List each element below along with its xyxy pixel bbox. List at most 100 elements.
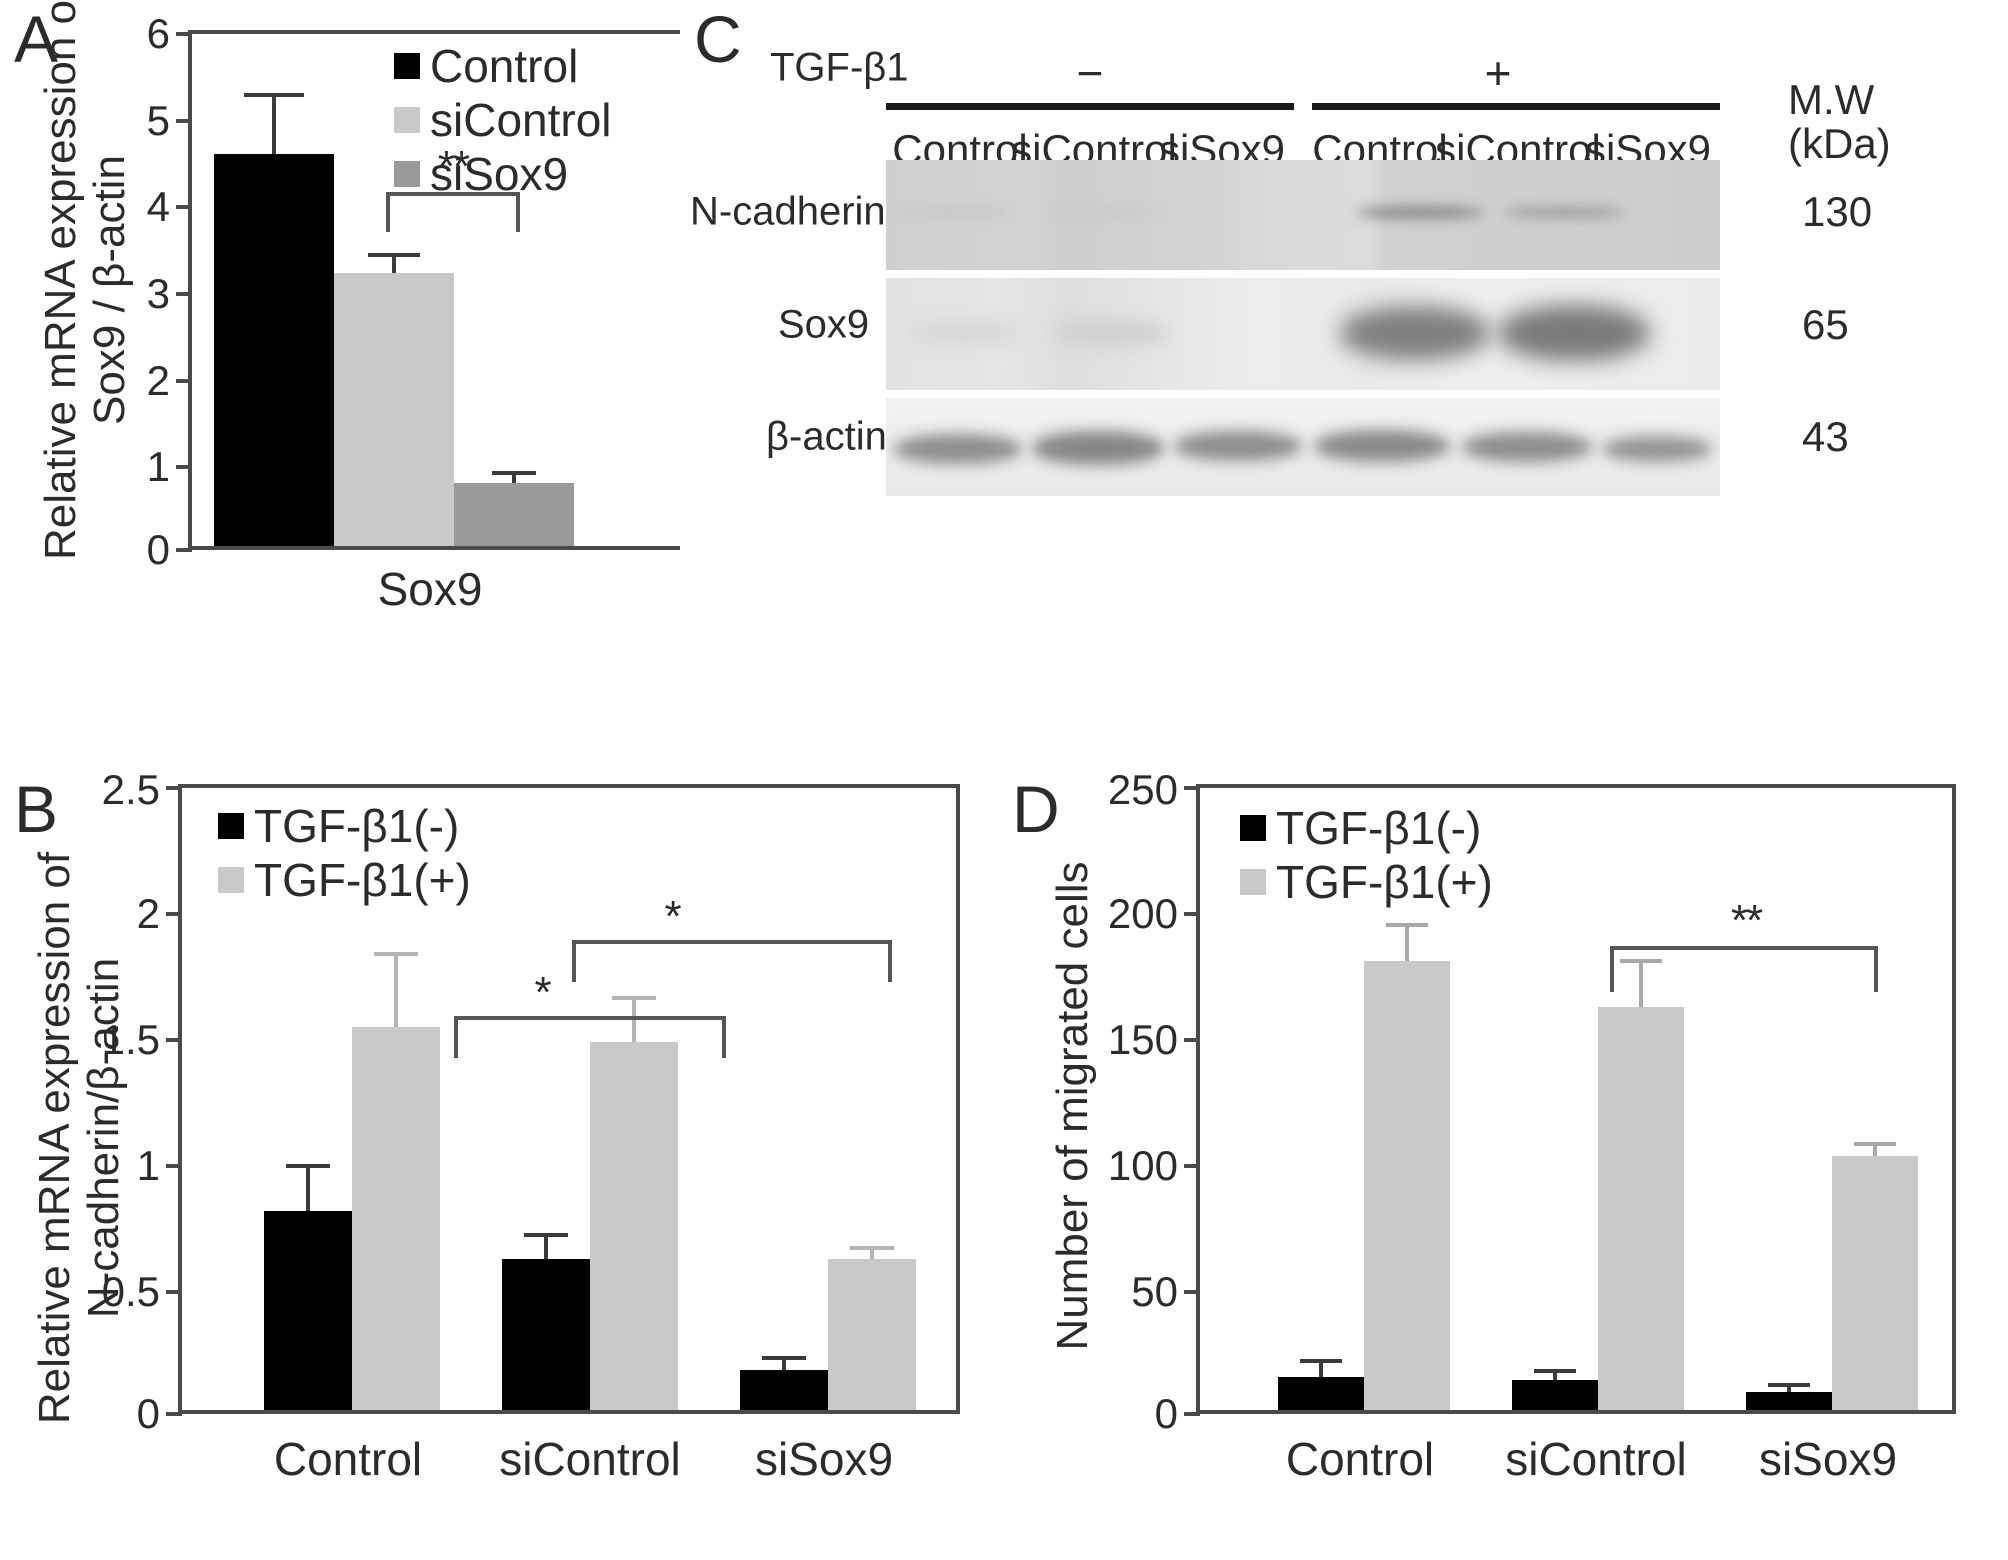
panel-b-errorbar-control-tgf-minus (306, 1166, 310, 1211)
panel-c-group-rule-plus (1312, 103, 1720, 110)
panel-b-significance-bracket-upper (572, 940, 892, 982)
panel-b-y-axis-label-line1: Relative mRNA expression of (30, 851, 79, 1425)
blot-band-sox9-lane5 (1498, 305, 1650, 361)
panel-a-errorbar-sicontrol (392, 255, 396, 273)
panel-a-ytick-0 (176, 548, 192, 552)
panel-d-errorcap-sicontrol-tgf-minus (1534, 1369, 1576, 1373)
panel-d-ytick-label-200: 200 (1107, 890, 1178, 937)
panel-d-significance-mark: ** (1730, 896, 1763, 945)
panel-d-legend-label-tgf-plus: TGF-β1(+) (1276, 856, 1493, 908)
panel-a-legend-label-sisox9: siSox9 (430, 148, 569, 200)
panel-d-bar-sicontrol-tgf-plus (1598, 1007, 1684, 1410)
panel-b-errorcap-sisox9-tgf-minus (762, 1356, 806, 1360)
legend-swatch-icon (394, 53, 420, 79)
panel-b-ytick-label-0: 0 (136, 1390, 160, 1437)
panel-d-errorcap-sisox9-tgf-plus (1854, 1142, 1896, 1146)
panel-d-bar-control-tgf-plus (1364, 961, 1450, 1410)
panel-a-ytick-4 (176, 205, 192, 209)
panel-a-plot-area: 6 5 4 3 2 1 0 ** (147, 10, 680, 573)
panel-c-protein-label-sox9: Sox9 (778, 302, 870, 347)
panel-b-bar-control-tgf-plus (352, 1027, 440, 1410)
legend-swatch-icon (218, 813, 244, 839)
panel-d-errorbar-control-tgf-plus (1405, 925, 1409, 961)
panel-d-bar-control-tgf-minus (1278, 1377, 1364, 1410)
panel-d-ytick-label-50: 50 (1131, 1268, 1178, 1315)
panel-b-bar-sisox9-tgf-minus (740, 1370, 828, 1410)
panel-b-errorbar-sisox9-tgf-plus (870, 1248, 874, 1259)
blot-band-b-actin-lane2 (1032, 431, 1164, 465)
panel-d-errorcap-sisox9-tgf-minus (1768, 1383, 1810, 1387)
panel-b-bar-control-tgf-minus (264, 1211, 352, 1410)
panel-b-y-axis-label-line2: N-cadherin/β-actin (79, 957, 129, 1319)
panel-d-y-axis-label: Number of migrated cells (1048, 861, 1097, 1351)
panel-a-x-axis-label: Sox9 (377, 563, 483, 615)
panel-a-legend-item-control: Control (394, 40, 612, 92)
panel-a-y-axis-label-line2: Sox9 / β-actin (85, 155, 135, 425)
panel-a-ytick-6 (176, 32, 192, 36)
blot-band-b-actin-lane3 (1174, 431, 1302, 461)
panel-d-legend-label-tgf-minus: TGF-β1(-) (1276, 802, 1482, 854)
panel-a-ytick-label-0: 0 (146, 526, 170, 573)
panel-c-group-sign-minus: − (1076, 47, 1104, 99)
panel-b-significance-bracket-lower (454, 1016, 726, 1058)
panel-a-errorbar-sisox9 (512, 473, 516, 483)
panel-a-bar-control (214, 154, 334, 546)
panel-d-plot-area: 250 200 150 100 50 0 (1108, 766, 1956, 1437)
panel-b-errorcap-control-tgf-minus (286, 1164, 330, 1168)
panel-d-errorcap-sicontrol-tgf-plus (1620, 959, 1662, 963)
panel-d-errorbar-control-tgf-minus (1319, 1361, 1323, 1377)
panel-d-errorcap-control-tgf-plus (1386, 923, 1428, 927)
panel-a-ytick-1 (176, 465, 192, 469)
panel-b-errorbar-sicontrol-tgf-minus (544, 1235, 548, 1259)
blot-band-sox9-lane2-faint (1052, 320, 1168, 346)
panel-a-ytick-label-2: 2 (146, 357, 170, 404)
blot-band-n-cadherin-lane2-faint (1046, 208, 1156, 216)
panel-a-legend-item-sisox9: siSox9 (394, 148, 612, 200)
panel-d-legend-item-tgf-minus: TGF-β1(-) (1240, 802, 1493, 854)
panel-b-ytick-2 (166, 912, 182, 916)
panel-c-protein-label-b-actin: β-actin (766, 414, 887, 459)
panel-a-errorbar-control (272, 95, 276, 154)
panel-d-errorbar-sicontrol-tgf-minus (1553, 1371, 1557, 1380)
panel-b-errorcap-sisox9-tgf-plus (850, 1246, 894, 1250)
panel-d-legend-item-tgf-plus: TGF-β1(+) (1240, 856, 1493, 908)
blot-band-b-actin-lane1 (894, 434, 1022, 464)
panel-b-ytick-label-2_5: 2.5 (101, 766, 160, 813)
panel-b-ytick-label-1_5: 1.5 (101, 1016, 160, 1063)
panel-b-legend-label-tgf-minus: TGF-β1(-) (254, 800, 460, 852)
panel-c-blot-row-sox9 (886, 278, 1720, 390)
blot-band-n-cadherin-lane5 (1504, 207, 1624, 218)
panel-b-legend-item-tgf-plus: TGF-β1(+) (218, 854, 471, 906)
panel-c-blot-row-n-cadherin (886, 160, 1720, 270)
panel-a-significance-mark: ** (437, 142, 470, 191)
panel-a-errorcap-sicontrol (368, 253, 420, 257)
panel-a-letter: A (14, 2, 59, 76)
panel-a: A Relative mRNA expression of Sox9 / β-a… (0, 0, 700, 700)
panel-c-group-rule-minus (886, 103, 1294, 110)
panel-b-bar-sicontrol-tgf-minus (502, 1259, 590, 1410)
panel-d-errorbar-sicontrol-tgf-plus (1639, 961, 1643, 1007)
panel-d-ytick-100 (1184, 1164, 1200, 1168)
panel-d-ytick-label-100: 100 (1107, 1142, 1178, 1189)
panel-c: C TGF-β1 − + M.W (kDa) Control siControl… (690, 0, 2008, 700)
panel-a-ytick-2 (176, 379, 192, 383)
panel-b-xtick-label-sisox9: siSox9 (754, 1433, 894, 1485)
panel-b-legend: TGF-β1(-) TGF-β1(+) (218, 800, 471, 908)
panel-a-ytick-label-6: 6 (146, 10, 170, 57)
panel-a-legend-label-control: Control (430, 40, 579, 92)
panel-c-letter: C (694, 2, 742, 76)
panel-c-mw-header-line2: (kDa) (1788, 120, 1891, 167)
panel-d: D Number of migrated cells 250 200 150 1… (1000, 748, 2008, 1560)
panel-a-significance-bracket (386, 192, 520, 232)
panel-a-legend: Control siControl siSox9 (394, 40, 612, 202)
panel-b-plot-area: 2.5 2 1.5 1 0.5 0 (102, 766, 960, 1437)
panel-b-ytick-1_5 (166, 1038, 182, 1042)
panel-b-errorbar-control-tgf-plus (394, 954, 398, 1027)
panel-a-y-axis-label: Relative mRNA expression of Sox9 / β-act… (36, 0, 135, 560)
panel-a-legend-label-sicontrol: siControl (430, 94, 612, 146)
panel-d-xtick-label-sicontrol: siControl (1505, 1433, 1687, 1485)
panel-a-ytick-label-4: 4 (146, 183, 170, 230)
panel-a-errorcap-sisox9 (492, 471, 536, 475)
panel-d-xtick-label-control: Control (1285, 1433, 1435, 1485)
panel-d-ytick-label-250: 250 (1107, 766, 1178, 813)
